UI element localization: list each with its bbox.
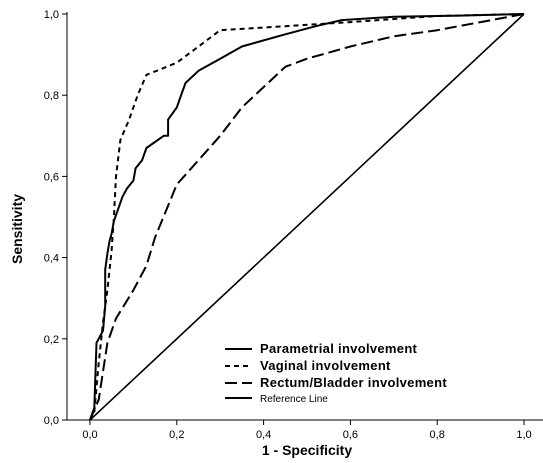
legend-label: Reference Line [260,394,328,405]
series-line-reference-line [89,13,525,421]
legend-label: Parametrial involvement [260,341,418,356]
x-tick-label: 0,2 [169,429,184,441]
x-tick-label: 0,0 [82,429,97,441]
series-lines [89,13,525,421]
x-tick-label: 0,4 [256,429,271,441]
y-tick-label: 0,4 [44,253,59,265]
y-tick-label: 0,2 [44,334,59,346]
x-axis-label: 1 - Specificity [262,442,352,458]
x-tick-label: 0,8 [430,429,445,441]
y-ticks: 0,0 0,2 0,4 0,6 0,8 1,0 [44,9,67,427]
x-ticks: 0,0 0,2 0,4 0,6 0,8 1,0 [82,420,532,441]
legend-label: Vaginal involvement [260,358,391,373]
axes [66,12,543,421]
series-line-parametrial-involvement [89,13,525,421]
series-line-vaginal-involvement [89,13,525,421]
x-tick-label: 0,6 [343,429,358,441]
y-tick-label: 1,0 [44,9,59,21]
y-tick-label: 0,0 [44,415,59,427]
series-line-rectum-bladder-involvement [89,13,525,421]
y-axis-label: Sensitivity [9,194,25,264]
legend: Parametrial involvement Vaginal involveme… [225,341,447,405]
y-tick-label: 0,6 [44,171,59,183]
legend-label: Rectum/Bladder involvement [260,375,447,390]
x-tick-label: 1,0 [516,429,531,441]
y-tick-label: 0,8 [44,90,59,102]
